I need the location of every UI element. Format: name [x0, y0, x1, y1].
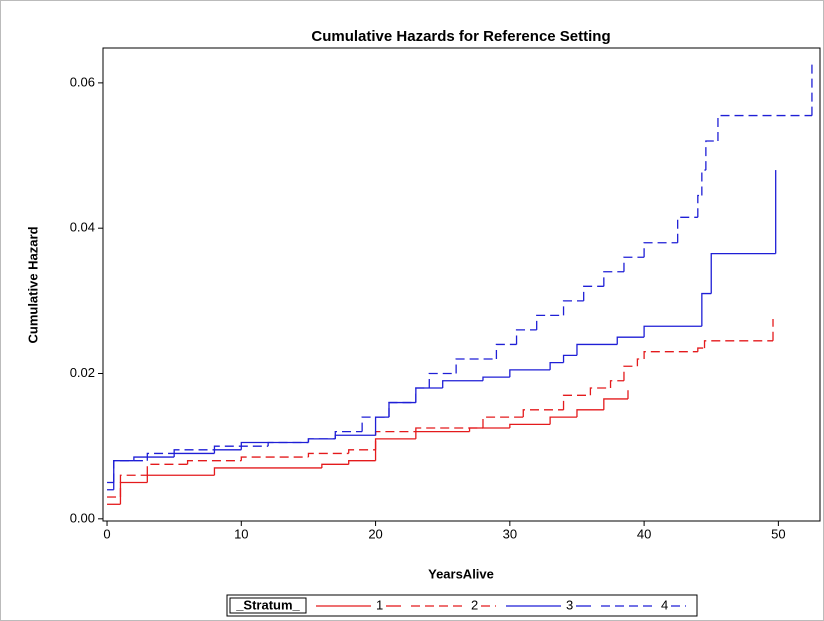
- x-tick-label: 30: [503, 526, 517, 541]
- step-segment: [643, 351, 698, 359]
- y-tick-label: 0.06: [70, 74, 95, 89]
- legend-label: 2: [471, 597, 478, 612]
- step-segment: [701, 292, 712, 327]
- step-segment: [213, 467, 322, 476]
- step-segment: [536, 314, 564, 330]
- step-segment: [119, 474, 148, 498]
- step-segment: [240, 456, 309, 461]
- y-tick-label: 0.04: [70, 220, 95, 235]
- step-segment: [562, 354, 577, 363]
- step-segment: [623, 365, 638, 381]
- step-segment: [636, 358, 645, 367]
- step-segment: [388, 401, 416, 418]
- step-segment: [321, 463, 349, 468]
- step-segment: [576, 343, 618, 356]
- step-segment: [509, 423, 551, 428]
- step-segment: [428, 372, 457, 389]
- step-segment: [576, 409, 604, 418]
- step-segment: [307, 452, 349, 458]
- step-segment: [643, 325, 702, 338]
- plot-area: [102, 47, 821, 522]
- step-segment: [213, 445, 269, 450]
- x-tick-label: 10: [234, 526, 248, 541]
- step-segment: [697, 347, 705, 352]
- legend-label: 4: [661, 597, 668, 612]
- step-segment: [455, 358, 497, 374]
- step-segment: [703, 340, 774, 349]
- step-segment: [643, 242, 678, 258]
- step-segment: [173, 449, 215, 454]
- step-segment: [549, 416, 577, 425]
- step-segment: [186, 460, 242, 465]
- step-segment: [603, 398, 628, 410]
- step-segment: [482, 376, 510, 381]
- step-segment: [589, 387, 611, 396]
- step-segment: [307, 438, 336, 443]
- step-segment: [509, 369, 551, 378]
- step-segment: [348, 449, 376, 454]
- legend-label: 1: [376, 597, 383, 612]
- step-segment: [609, 380, 624, 389]
- step-segment: [616, 336, 645, 345]
- step-segment: [267, 441, 309, 447]
- step-segment: [133, 456, 175, 461]
- x-tick-label: 0: [103, 526, 110, 541]
- legend-title-box: [229, 597, 307, 614]
- step-segment: [549, 361, 564, 370]
- step-segment: [348, 460, 376, 465]
- step-segment: [146, 463, 188, 476]
- step-segment: [113, 460, 148, 483]
- chart-title: Cumulative Hazards for Reference Setting: [311, 28, 610, 45]
- step-segment: [515, 329, 537, 345]
- step-segment: [623, 256, 645, 272]
- step-segment: [361, 416, 389, 432]
- step-segment: [677, 216, 698, 243]
- x-tick-label: 50: [771, 526, 785, 541]
- step-segment: [705, 140, 718, 171]
- step-segment: [334, 430, 363, 439]
- step-segment: [710, 252, 776, 294]
- step-segment: [562, 394, 591, 410]
- step-segment: [717, 114, 812, 142]
- step-segment: [697, 194, 702, 218]
- step-segment: [442, 380, 483, 389]
- y-axis-label: Cumulative Hazard: [25, 226, 40, 343]
- y-tick-label: 0.00: [70, 510, 95, 525]
- step-segment: [701, 169, 706, 196]
- step-segment: [173, 452, 215, 458]
- step-segment: [522, 409, 564, 418]
- step-segment: [482, 416, 524, 428]
- step-segment: [415, 387, 430, 403]
- x-axis-label: YearsAlive: [428, 566, 494, 581]
- legend-label: 3: [566, 597, 573, 612]
- x-tick-label: 40: [637, 526, 651, 541]
- step-segment: [374, 438, 416, 461]
- step-segment: [603, 271, 624, 287]
- x-tick-label: 20: [368, 526, 382, 541]
- step-segment: [495, 343, 517, 359]
- step-segment: [562, 300, 584, 316]
- step-segment: [213, 449, 242, 454]
- y-tick-label: 0.02: [70, 365, 95, 380]
- step-segment: [583, 285, 604, 301]
- step-segment: [146, 452, 175, 461]
- step-segment: [146, 474, 215, 483]
- legend-title: _Stratum_: [235, 597, 300, 612]
- step-segment: [415, 427, 483, 432]
